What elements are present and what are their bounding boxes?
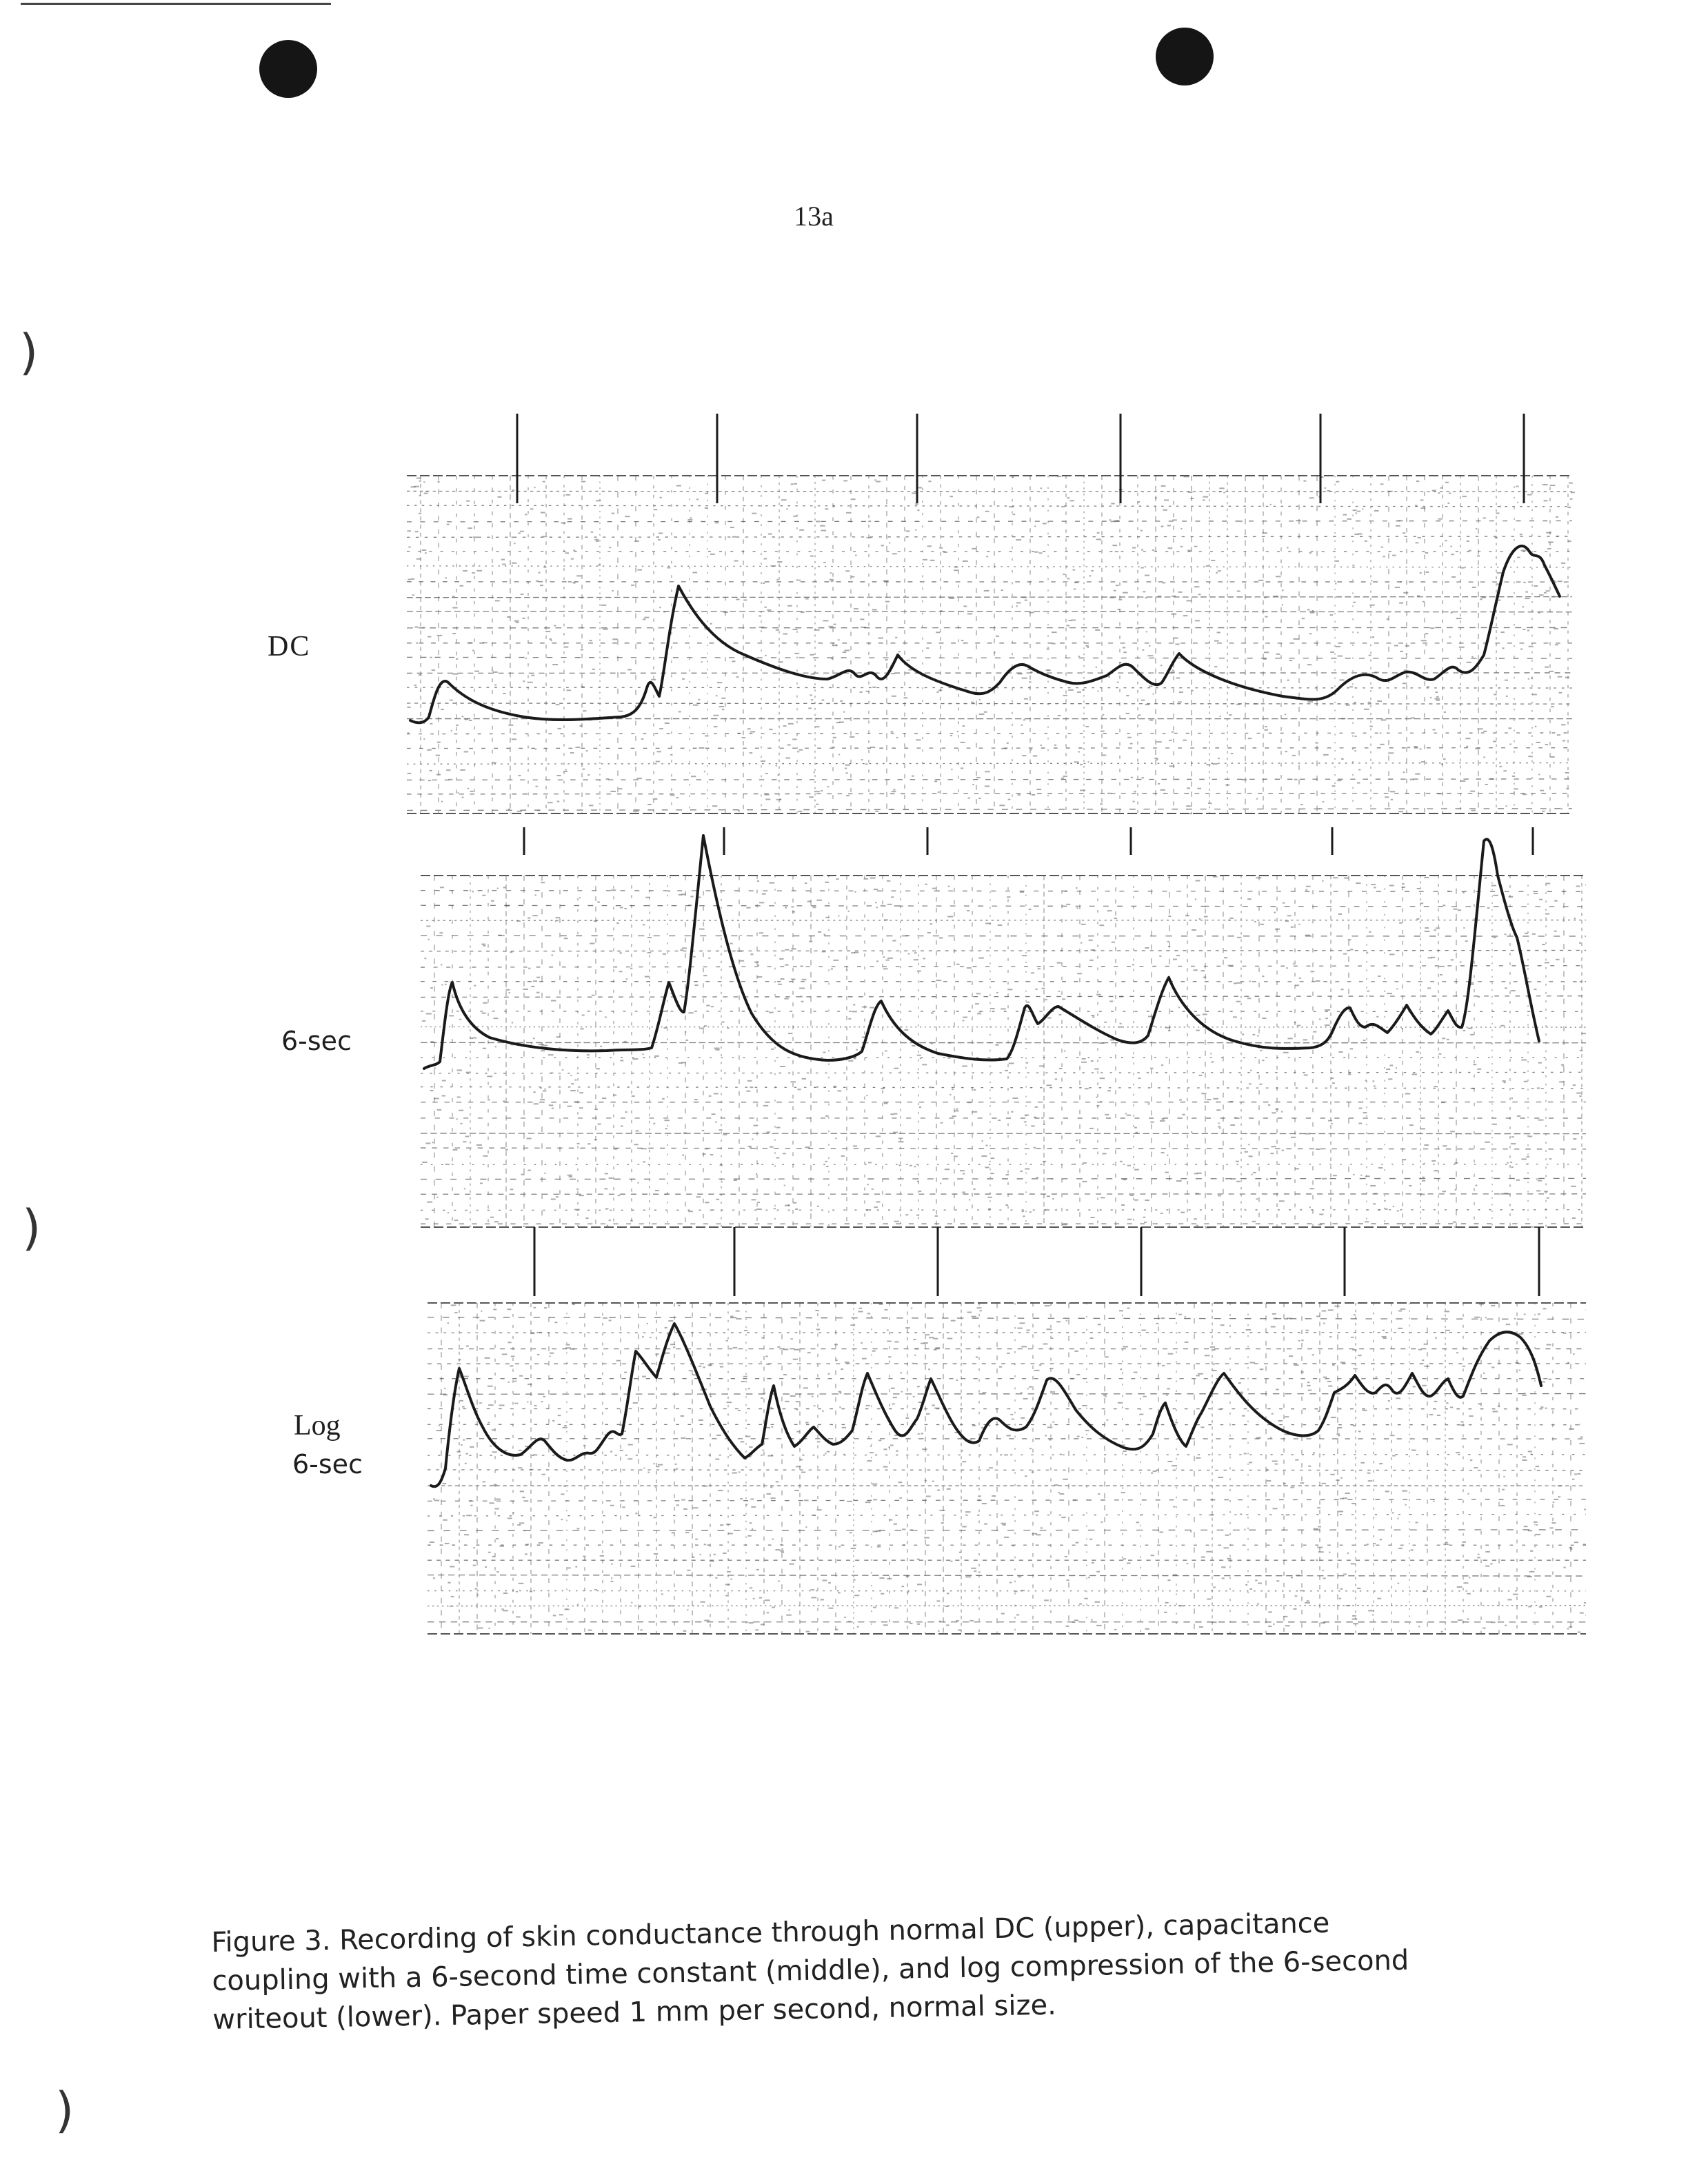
conductance-trace (423, 834, 1540, 1070)
punch-hole-right (1156, 28, 1214, 85)
chart-paper-grid (427, 1302, 1586, 1635)
six-sec-recording-panel (420, 827, 1586, 1228)
binding-mark: ) (22, 1200, 41, 1256)
binding-mark: ) (55, 2082, 74, 2138)
punch-hole-left (259, 40, 317, 98)
chart-paper-grid (406, 475, 1575, 815)
log-recording-panel (427, 1227, 1586, 1635)
conductance-trace (409, 545, 1561, 725)
conductance-trace (430, 1322, 1543, 1488)
figure-caption: Figure 3. Recording of skin conductance … (211, 1900, 1544, 2039)
dc-recording-panel (406, 414, 1575, 815)
page-number: 13a (794, 201, 834, 232)
chart-paper-grid (420, 875, 1586, 1228)
binding-mark: ) (19, 324, 39, 381)
scan-edge-line (21, 3, 331, 5)
trace-label-dc: DC (268, 631, 311, 663)
trace-label-6sec: 6-sec (281, 1026, 352, 1056)
trace-label-log-6sec: 6-sec (292, 1449, 363, 1479)
trace-label-log: Log (294, 1410, 341, 1442)
